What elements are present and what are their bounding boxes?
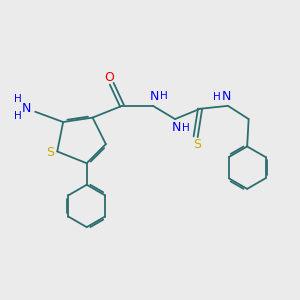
Text: S: S <box>46 146 54 159</box>
Text: O: O <box>104 71 114 84</box>
Text: H: H <box>160 92 168 101</box>
Text: H: H <box>182 123 190 133</box>
Text: H: H <box>14 94 22 104</box>
Text: H: H <box>14 111 22 121</box>
Text: N: N <box>172 122 181 134</box>
Text: N: N <box>150 90 159 103</box>
Text: H: H <box>213 92 221 102</box>
Text: N: N <box>22 102 32 115</box>
Text: S: S <box>193 139 201 152</box>
Text: N: N <box>222 91 231 103</box>
